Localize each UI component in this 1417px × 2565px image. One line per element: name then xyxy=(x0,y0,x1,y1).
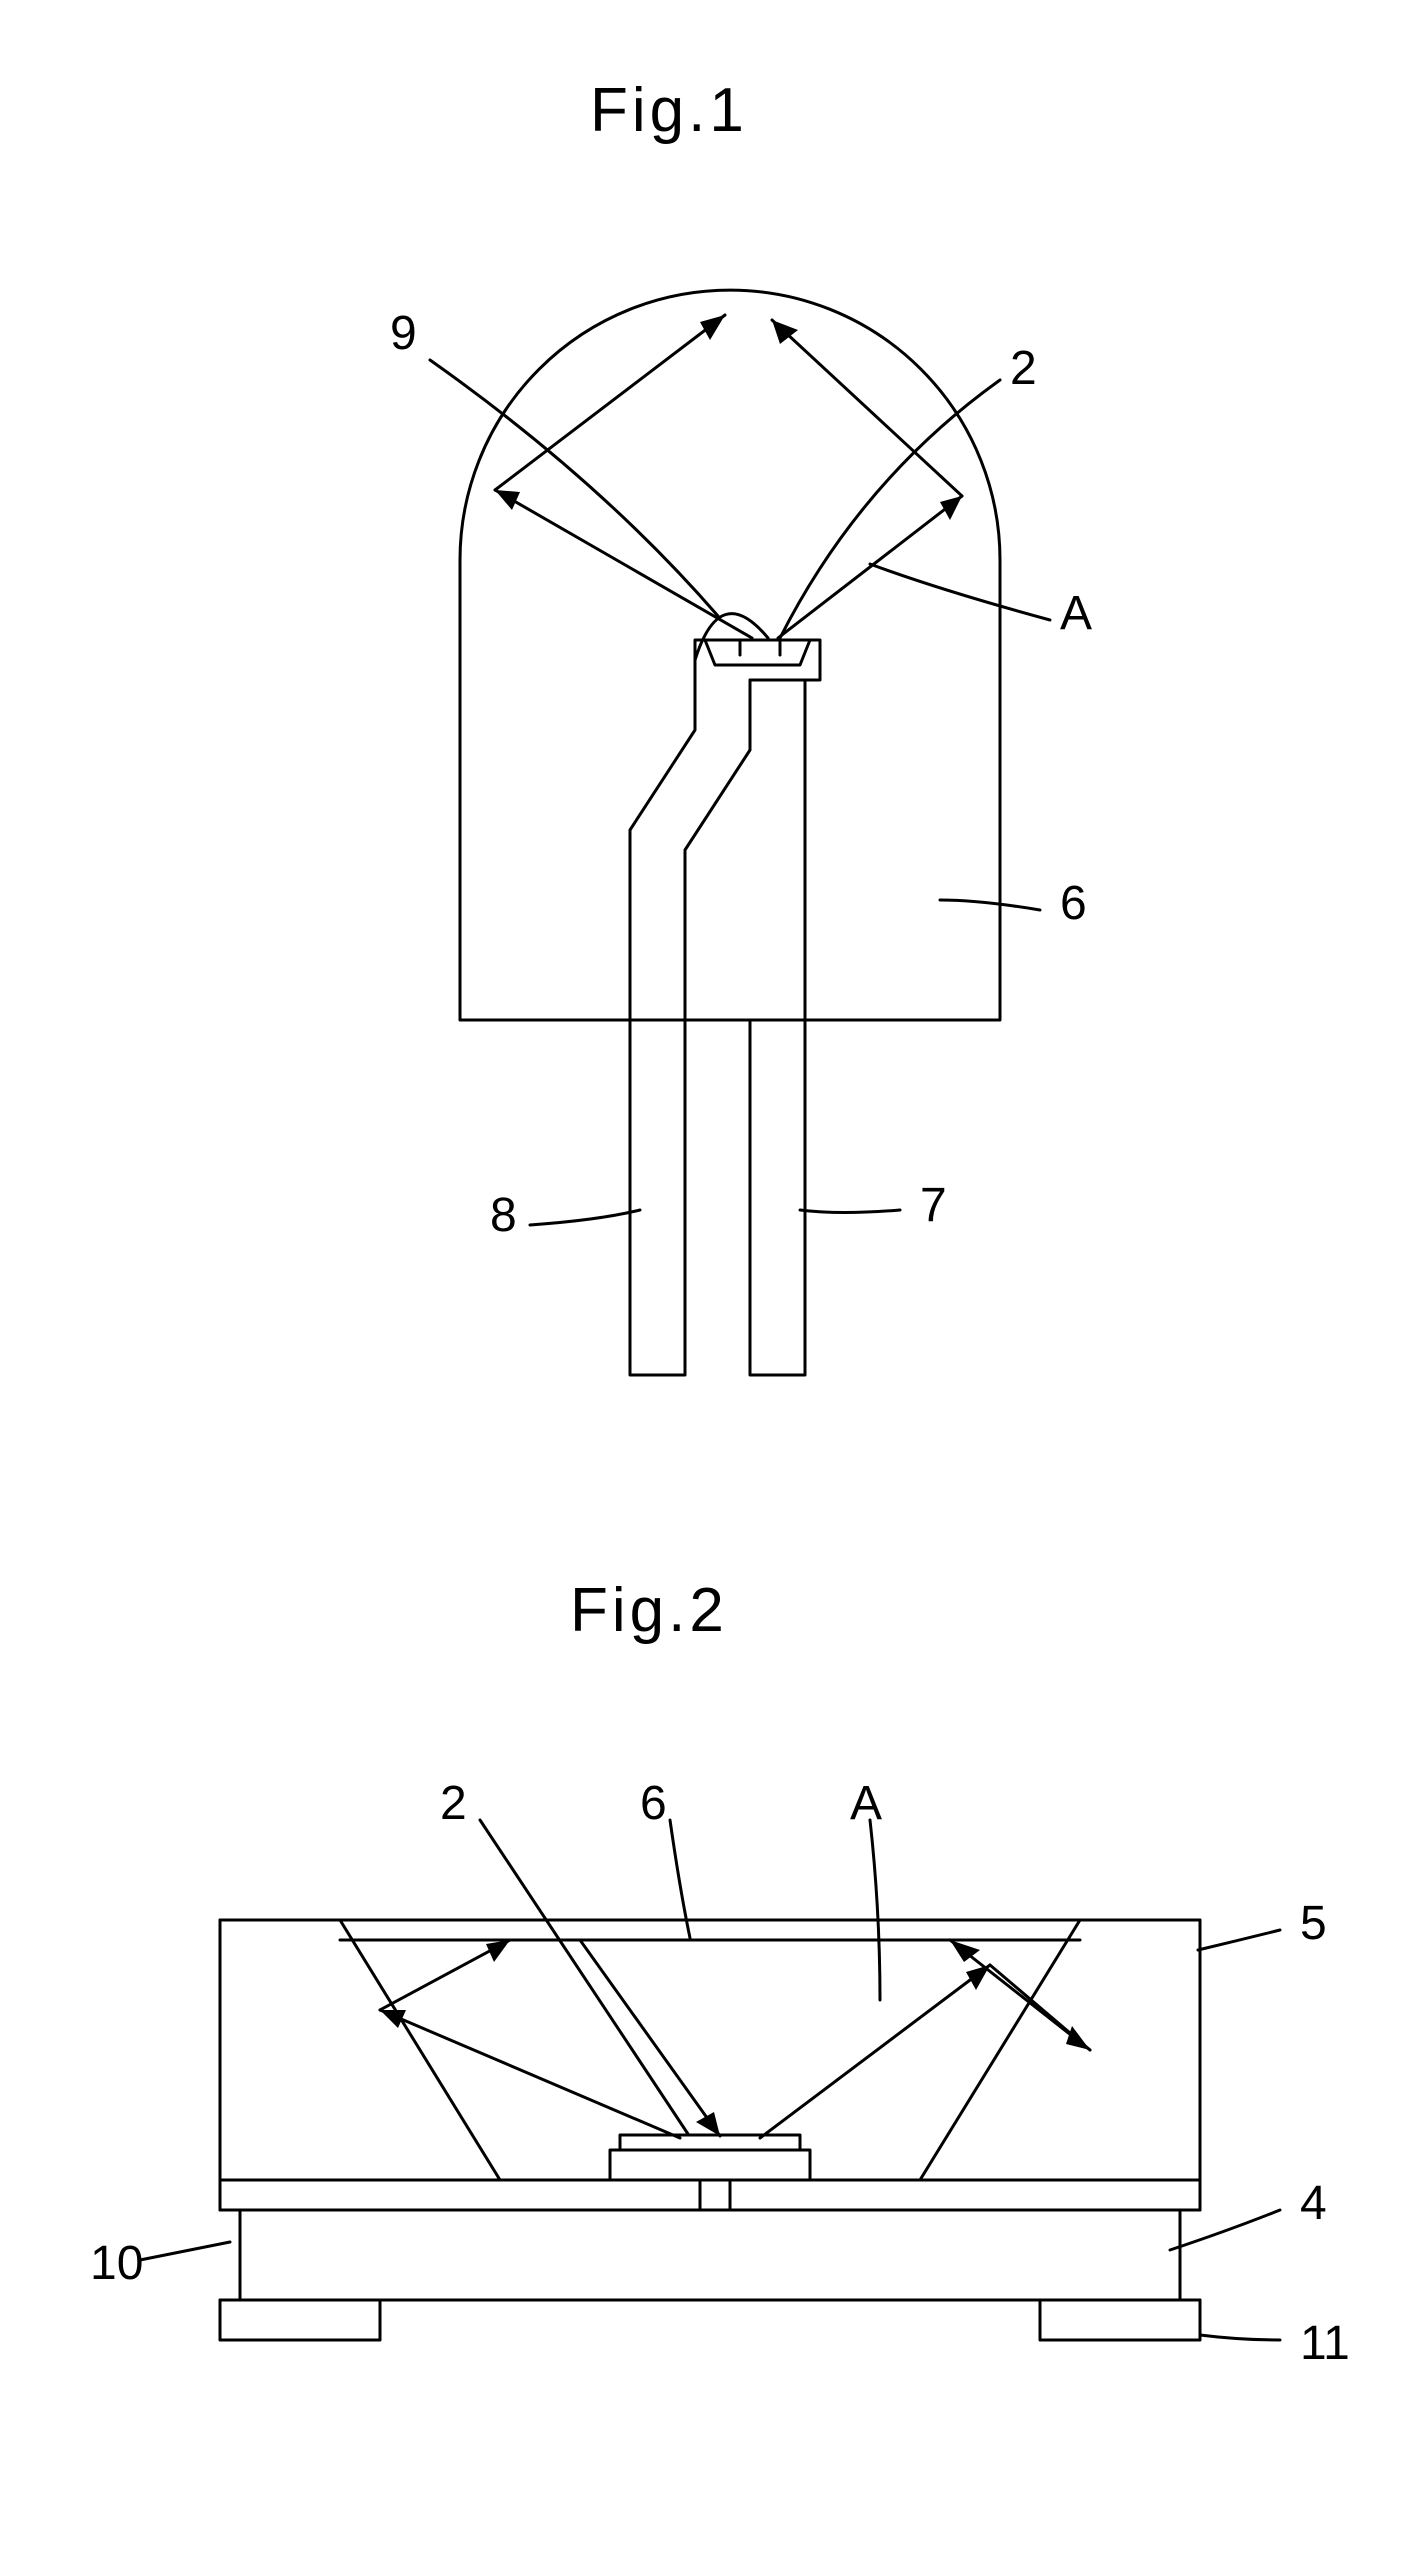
fig2-label-a: A xyxy=(850,1780,882,1828)
fig2-title: Fig.2 xyxy=(570,1580,728,1642)
fig2-label-11: 11 xyxy=(1300,2320,1350,2368)
fig2-label-4: 4 xyxy=(1300,2180,1327,2228)
fig1-label-9: 9 xyxy=(390,310,417,358)
fig1-title: Fig.1 xyxy=(590,80,748,142)
fig2-label-5: 5 xyxy=(1300,1900,1327,1948)
fig2-label-6: 6 xyxy=(640,1780,667,1828)
fig1-label-2: 2 xyxy=(1010,345,1037,393)
fig1-label-8: 8 xyxy=(490,1192,517,1240)
fig1-label-6: 6 xyxy=(1060,880,1087,928)
fig1-label-7: 7 xyxy=(920,1182,947,1230)
fig1-diagram xyxy=(300,260,1120,1460)
fig2-diagram xyxy=(80,1740,1340,2400)
fig2-label-2: 2 xyxy=(440,1780,467,1828)
fig2-label-10: 10 xyxy=(90,2240,143,2288)
fig1-label-a: A xyxy=(1060,590,1092,638)
